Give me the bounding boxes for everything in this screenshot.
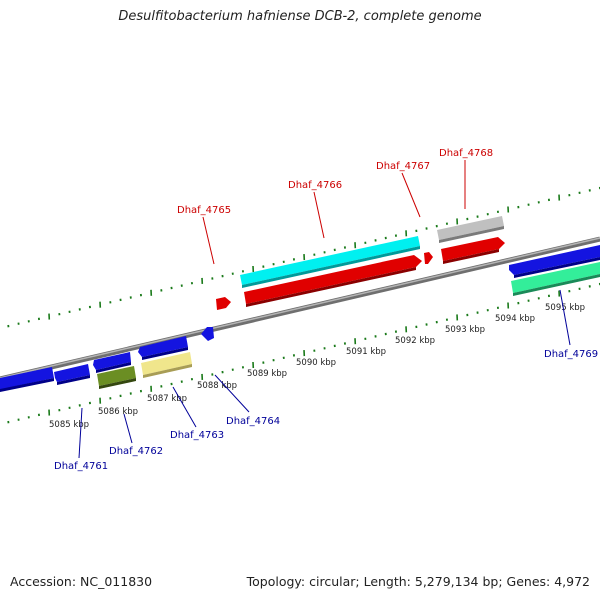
kbp-label: 5086 kbp: [98, 407, 138, 417]
leader-line: [401, 172, 421, 218]
leader-line: [123, 413, 133, 444]
gene-dhaf-4766-red-arrow[interactable]: [244, 255, 422, 304]
gene-dhaf-4766-cyan-bar[interactable]: [240, 236, 420, 285]
gene-dhaf-4761-shadow: [0, 378, 54, 392]
gene-blue-arrow-c[interactable]: [138, 336, 188, 357]
gene-label-dhaf-4762[interactable]: Dhaf_4762: [109, 446, 163, 457]
gene-dhaf-4769-green-bar[interactable]: [511, 262, 600, 293]
kbp-label: 5085 kbp: [49, 420, 89, 430]
gene-dhaf-4763-bar[interactable]: [141, 352, 192, 375]
leader-line: [214, 374, 250, 413]
accession-text: Accession: NC_011830: [10, 574, 153, 589]
inner-tick-line: [7, 282, 600, 424]
kbp-label: 5093 kbp: [445, 325, 485, 335]
kbp-label: 5091 kbp: [346, 347, 386, 357]
gene-dhaf-4768-grey-bar[interactable]: [437, 216, 504, 240]
gene-dhaf-4768-red-shadow: [443, 249, 499, 264]
gene-label-dhaf-4765[interactable]: Dhaf_4765: [177, 205, 231, 216]
genome-backbone-highlight: [0, 237, 600, 379]
kbp-label: 5095 kbp: [545, 303, 585, 313]
gene-label-dhaf-4766[interactable]: Dhaf_4766: [288, 180, 342, 191]
leader-line: [202, 216, 215, 265]
gene-dhaf-4763-shadow: [143, 364, 192, 378]
gene-blue-small-arrow-a-shadow: [57, 375, 90, 385]
kbp-label: 5090 kbp: [296, 358, 336, 368]
leader-line: [78, 407, 83, 459]
kbp-label: 5088 kbp: [197, 381, 237, 391]
gene-dhaf-4768-grey-shadow: [439, 226, 504, 243]
genome-title: Desulfitobacterium hafniense DCB-2, comp…: [118, 9, 482, 24]
genome-summary-text: Topology: circular; Length: 5,279,134 bp…: [246, 574, 590, 589]
gene-label-dhaf-4764[interactable]: Dhaf_4764: [226, 416, 280, 427]
gene-label-dhaf-4761[interactable]: Dhaf_4761: [54, 461, 108, 472]
leader-line: [313, 191, 325, 239]
gene-dhaf-4762-shadow: [99, 378, 136, 389]
gene-blue-arrow-c-shadow: [142, 347, 188, 360]
gene-dhaf-4768-red-arrow[interactable]: [441, 237, 505, 261]
gene-label-dhaf-4768[interactable]: Dhaf_4768: [439, 148, 493, 159]
leader-line: [172, 386, 197, 428]
gene-dhaf-4766-red-shadow: [246, 267, 416, 307]
gene-dhaf-4762-bar[interactable]: [97, 366, 136, 386]
kbp-label: 5087 kbp: [147, 394, 187, 404]
gene-label-dhaf-4769[interactable]: Dhaf_4769: [544, 349, 598, 360]
gene-label-dhaf-4763[interactable]: Dhaf_4763: [170, 430, 224, 441]
gene-dhaf-4769-green-shadow: [513, 274, 600, 296]
gene-blue-small-arrow-b[interactable]: [93, 352, 131, 370]
genome-backbone: [0, 236, 600, 382]
kbp-label: 5094 kbp: [495, 314, 535, 324]
kbp-label: 5092 kbp: [395, 336, 435, 346]
gene-blue-small-arrow-b-shadow: [96, 362, 131, 373]
gene-dhaf-4767-arrow[interactable]: [424, 252, 433, 264]
gene-dhaf-4769-blue-shadow: [514, 257, 600, 278]
gene-dhaf-4766-cyan-shadow: [242, 246, 420, 288]
gene-dhaf-4764-arrow[interactable]: [201, 327, 214, 341]
leader-line: [559, 289, 571, 346]
gene-label-dhaf-4767[interactable]: Dhaf_4767: [376, 161, 430, 172]
gene-dhaf-4761-arrow[interactable]: [0, 367, 54, 389]
kbp-label: 5089 kbp: [247, 369, 287, 379]
gene-blue-small-arrow-a[interactable]: [54, 364, 90, 382]
gene-dhaf-4769-blue-arrow[interactable]: [509, 245, 600, 275]
gene-dhaf-4765-arrow[interactable]: [216, 297, 231, 310]
